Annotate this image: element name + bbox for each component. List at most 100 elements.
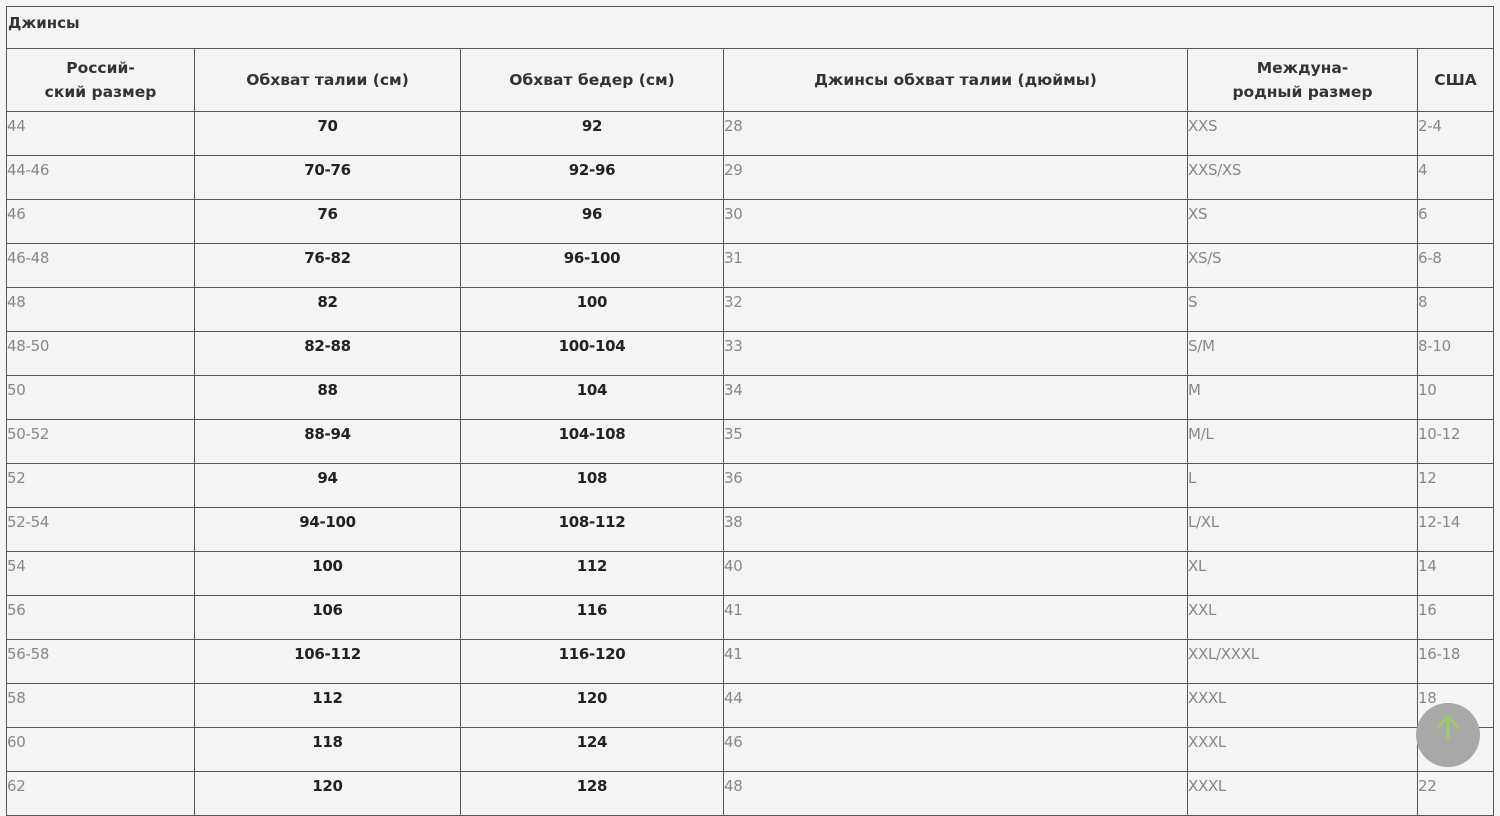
cell-russian-size: 60 bbox=[6, 727, 195, 772]
cell-us-size: 16 bbox=[1416, 595, 1495, 640]
cell-hips-cm: 104 bbox=[460, 375, 724, 420]
cell-hips-cm: 96-100 bbox=[460, 243, 724, 288]
cell-us-size: 22 bbox=[1416, 771, 1495, 816]
cell-russian-size: 52-54 bbox=[6, 507, 195, 552]
cell-international-size: XXL/XXXL bbox=[1187, 639, 1418, 684]
cell-international-size: XXS/XS bbox=[1187, 155, 1418, 200]
table-row: 46 76 96 30 XS 6 bbox=[6, 199, 1495, 244]
cell-hips-cm: 116-120 bbox=[460, 639, 724, 684]
cell-jeans-waist-inches: 48 bbox=[723, 771, 1188, 816]
cell-russian-size: 56-58 bbox=[6, 639, 195, 684]
cell-us-size: 10 bbox=[1416, 375, 1495, 420]
cell-us-size: 16-18 bbox=[1416, 639, 1495, 684]
cell-hips-cm: 124 bbox=[460, 727, 724, 772]
cell-waist-cm: 76-82 bbox=[194, 243, 461, 288]
table-row: 48 82 100 32 S 8 bbox=[6, 287, 1495, 332]
cell-us-size: 8-10 bbox=[1416, 331, 1495, 376]
cell-waist-cm: 106-112 bbox=[194, 639, 461, 684]
cell-waist-cm: 94 bbox=[194, 463, 461, 508]
cell-russian-size: 58 bbox=[6, 683, 195, 728]
cell-hips-cm: 128 bbox=[460, 771, 724, 816]
size-table-container: Джинсы Россий- ский размер Обхват талии (… bbox=[5, 6, 1495, 816]
cell-hips-cm: 112 bbox=[460, 551, 724, 596]
table-row: 48-50 82-88 100-104 33 S/M 8-10 bbox=[6, 331, 1495, 376]
cell-us-size: 4 bbox=[1416, 155, 1495, 200]
table-row: 50-52 88-94 104-108 35 M/L 10-12 bbox=[6, 419, 1495, 464]
cell-russian-size: 54 bbox=[6, 551, 195, 596]
cell-waist-cm: 100 bbox=[194, 551, 461, 596]
cell-hips-cm: 100-104 bbox=[460, 331, 724, 376]
header-russian-size: Россий- ский размер bbox=[6, 48, 195, 112]
cell-international-size: L bbox=[1187, 463, 1418, 508]
cell-international-size: M bbox=[1187, 375, 1418, 420]
cell-waist-cm: 76 bbox=[194, 199, 461, 244]
cell-hips-cm: 96 bbox=[460, 199, 724, 244]
cell-hips-cm: 116 bbox=[460, 595, 724, 640]
cell-jeans-waist-inches: 31 bbox=[723, 243, 1188, 288]
cell-jeans-waist-inches: 32 bbox=[723, 287, 1188, 332]
table-row: 62 120 128 48 XXXL 22 bbox=[6, 771, 1495, 816]
cell-waist-cm: 120 bbox=[194, 771, 461, 816]
table-row: 56 106 116 41 XXL 16 bbox=[6, 595, 1495, 640]
cell-jeans-waist-inches: 46 bbox=[723, 727, 1188, 772]
cell-international-size: S/M bbox=[1187, 331, 1418, 376]
table-row: 58 112 120 44 XXXL 18 bbox=[6, 683, 1495, 728]
cell-russian-size: 44-46 bbox=[6, 155, 195, 200]
cell-us-size: 14 bbox=[1416, 551, 1495, 596]
cell-hips-cm: 120 bbox=[460, 683, 724, 728]
header-international-size: Междуна- родный размер bbox=[1187, 48, 1418, 112]
cell-waist-cm: 88 bbox=[194, 375, 461, 420]
cell-hips-cm: 92-96 bbox=[460, 155, 724, 200]
cell-international-size: XXXL bbox=[1187, 727, 1418, 772]
cell-russian-size: 44 bbox=[6, 111, 195, 156]
cell-waist-cm: 82-88 bbox=[194, 331, 461, 376]
cell-jeans-waist-inches: 38 bbox=[723, 507, 1188, 552]
cell-international-size: XS/S bbox=[1187, 243, 1418, 288]
cell-waist-cm: 106 bbox=[194, 595, 461, 640]
cell-jeans-waist-inches: 35 bbox=[723, 419, 1188, 464]
table-row: 52-54 94-100 108-112 38 L/XL 12-14 bbox=[6, 507, 1495, 552]
cell-international-size: M/L bbox=[1187, 419, 1418, 464]
cell-international-size: L/XL bbox=[1187, 507, 1418, 552]
cell-jeans-waist-inches: 41 bbox=[723, 639, 1188, 684]
cell-us-size: 2-4 bbox=[1416, 111, 1495, 156]
cell-russian-size: 46-48 bbox=[6, 243, 195, 288]
cell-russian-size: 48-50 bbox=[6, 331, 195, 376]
scroll-to-top-button[interactable] bbox=[1416, 703, 1480, 767]
table-row: 50 88 104 34 M 10 bbox=[6, 375, 1495, 420]
cell-jeans-waist-inches: 44 bbox=[723, 683, 1188, 728]
cell-jeans-waist-inches: 28 bbox=[723, 111, 1188, 156]
table-row: 52 94 108 36 L 12 bbox=[6, 463, 1495, 508]
cell-us-size: 8 bbox=[1416, 287, 1495, 332]
header-jeans-waist-inches: Джинсы обхват талии (дюймы) bbox=[723, 48, 1188, 112]
table-row: 46-48 76-82 96-100 31 XS/S 6-8 bbox=[6, 243, 1495, 288]
cell-waist-cm: 70 bbox=[194, 111, 461, 156]
cell-jeans-waist-inches: 40 bbox=[723, 551, 1188, 596]
cell-waist-cm: 82 bbox=[194, 287, 461, 332]
cell-international-size: S bbox=[1187, 287, 1418, 332]
cell-international-size: XXL bbox=[1187, 595, 1418, 640]
cell-jeans-waist-inches: 41 bbox=[723, 595, 1188, 640]
arrow-up-icon bbox=[1436, 714, 1460, 739]
cell-hips-cm: 104-108 bbox=[460, 419, 724, 464]
cell-international-size: XL bbox=[1187, 551, 1418, 596]
cell-russian-size: 50-52 bbox=[6, 419, 195, 464]
cell-us-size: 12-14 bbox=[1416, 507, 1495, 552]
cell-hips-cm: 108-112 bbox=[460, 507, 724, 552]
cell-international-size: XXXL bbox=[1187, 771, 1418, 816]
cell-hips-cm: 108 bbox=[460, 463, 724, 508]
cell-waist-cm: 94-100 bbox=[194, 507, 461, 552]
cell-russian-size: 62 bbox=[6, 771, 195, 816]
header-waist-cm: Обхват талии (см) bbox=[194, 48, 461, 112]
header-hips-cm: Обхват бедер (см) bbox=[460, 48, 724, 112]
cell-russian-size: 46 bbox=[6, 199, 195, 244]
cell-russian-size: 50 bbox=[6, 375, 195, 420]
cell-hips-cm: 100 bbox=[460, 287, 724, 332]
jeans-size-table: Джинсы Россий- ский размер Обхват талии (… bbox=[5, 6, 1495, 816]
cell-russian-size: 48 bbox=[6, 287, 195, 332]
cell-jeans-waist-inches: 34 bbox=[723, 375, 1188, 420]
table-row: 56-58 106-112 116-120 41 XXL/XXXL 16-18 bbox=[6, 639, 1495, 684]
cell-hips-cm: 92 bbox=[460, 111, 724, 156]
cell-jeans-waist-inches: 29 bbox=[723, 155, 1188, 200]
table-row: 6011812446XXXL20 bbox=[6, 727, 1495, 772]
